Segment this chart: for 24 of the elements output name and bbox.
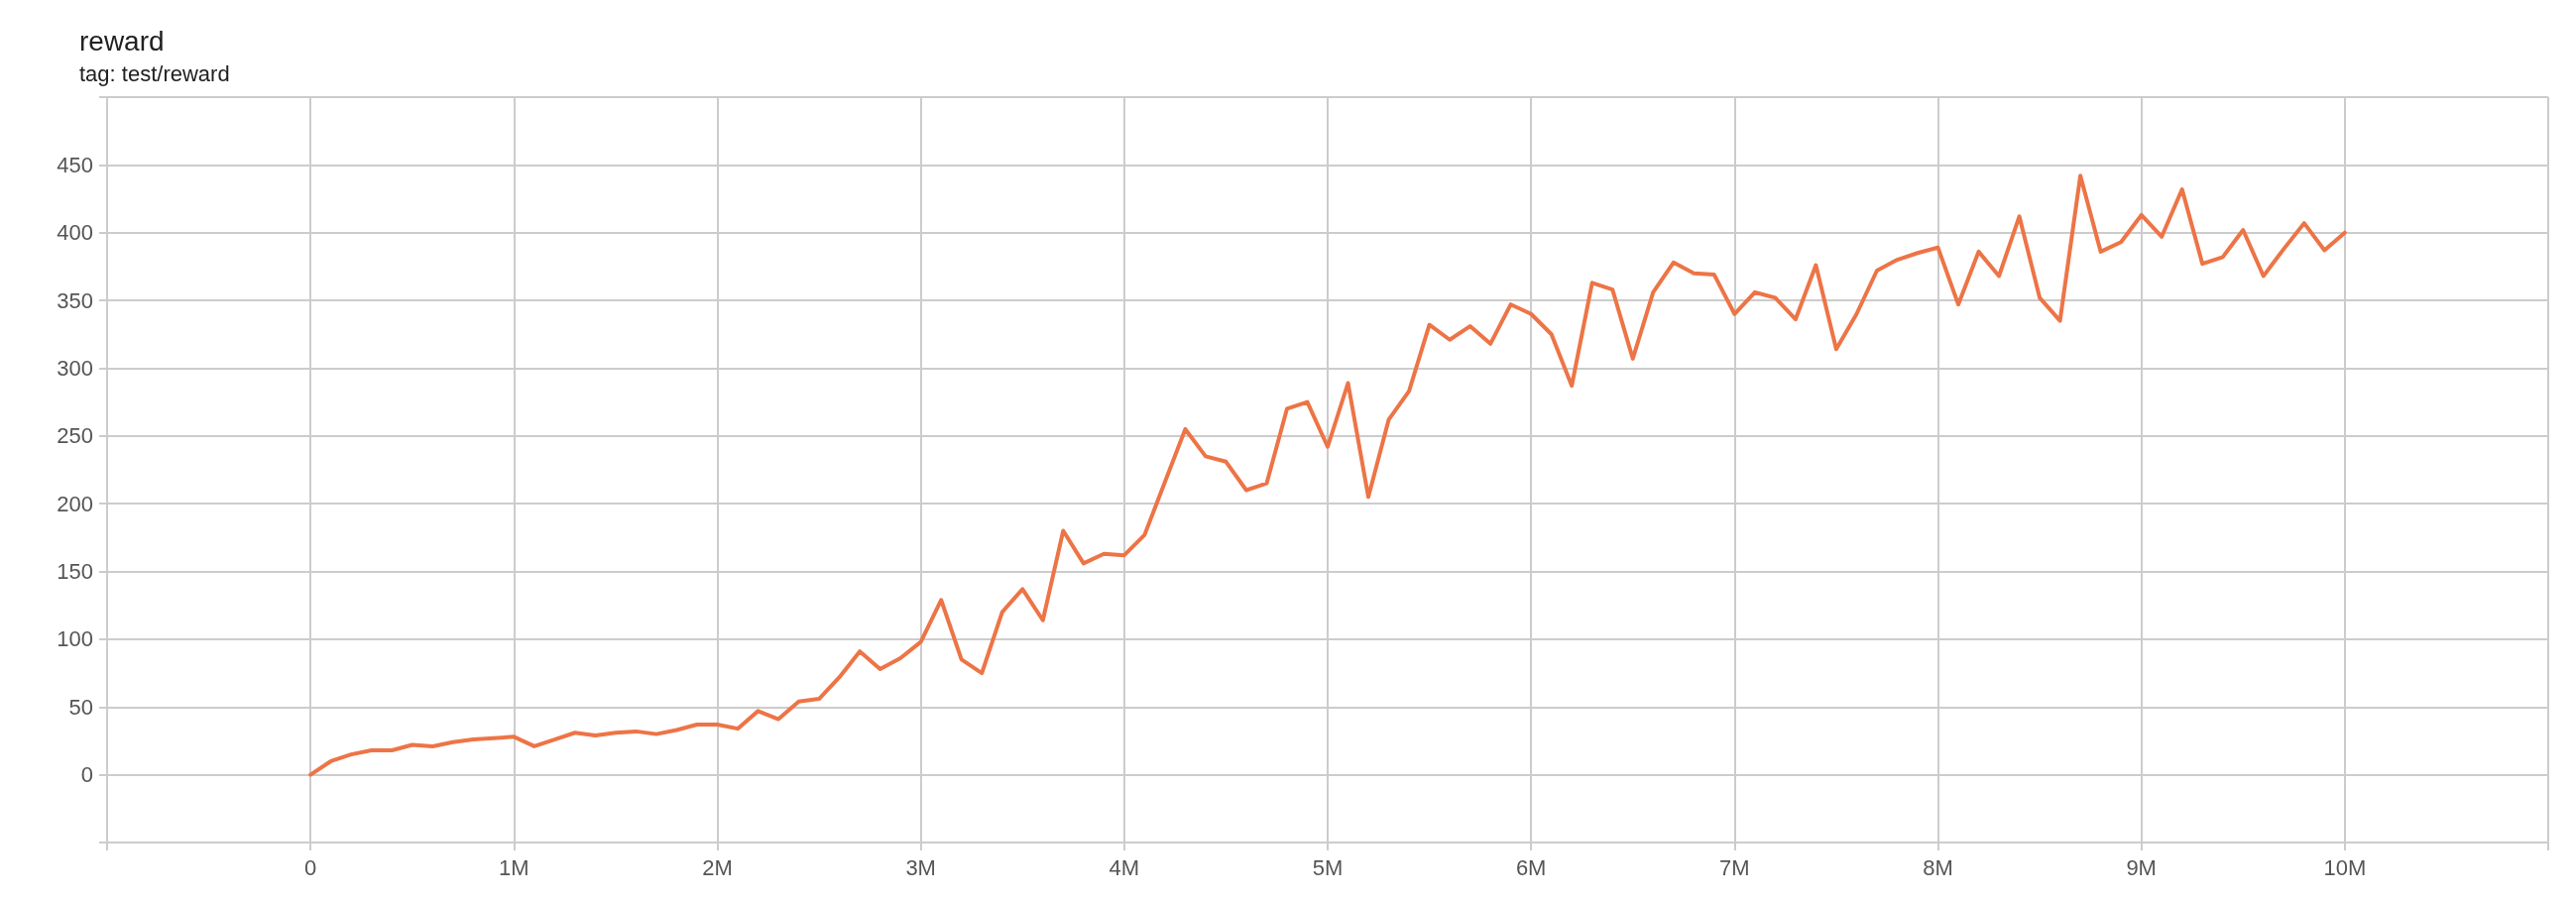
y-tick-label: 250 — [57, 423, 93, 449]
x-tick-label: 0 — [304, 854, 317, 880]
x-tick-label: 1M — [499, 854, 529, 880]
x-tick-label: 6M — [1515, 854, 1547, 880]
y-tick-label: 150 — [57, 559, 93, 585]
y-tick-label: 200 — [57, 491, 93, 516]
y-tick-label: 100 — [57, 626, 93, 652]
x-tick-label: 5M — [1312, 854, 1344, 880]
x-tick-label: 3M — [905, 854, 936, 880]
x-tick-label: 8M — [1923, 854, 1953, 880]
line-series — [308, 173, 2347, 777]
y-tick-label: 450 — [57, 152, 93, 177]
chart-subtitle: tag: test/reward — [79, 60, 230, 86]
x-tick-label: 7M — [1719, 854, 1750, 880]
y-tick-label: 0 — [80, 762, 93, 788]
y-tick-label: 350 — [57, 287, 93, 313]
x-tick-label: 2M — [702, 854, 733, 880]
y-tick-label: 300 — [57, 355, 93, 381]
x-tick-label: 10M — [2323, 854, 2367, 880]
y-tick-label: 50 — [68, 694, 93, 720]
y-tick-label: 400 — [57, 220, 93, 246]
chart-title: reward — [79, 25, 165, 56]
x-tick-label: 9M — [2126, 854, 2157, 880]
x-tick-label: 4M — [1109, 854, 1140, 880]
